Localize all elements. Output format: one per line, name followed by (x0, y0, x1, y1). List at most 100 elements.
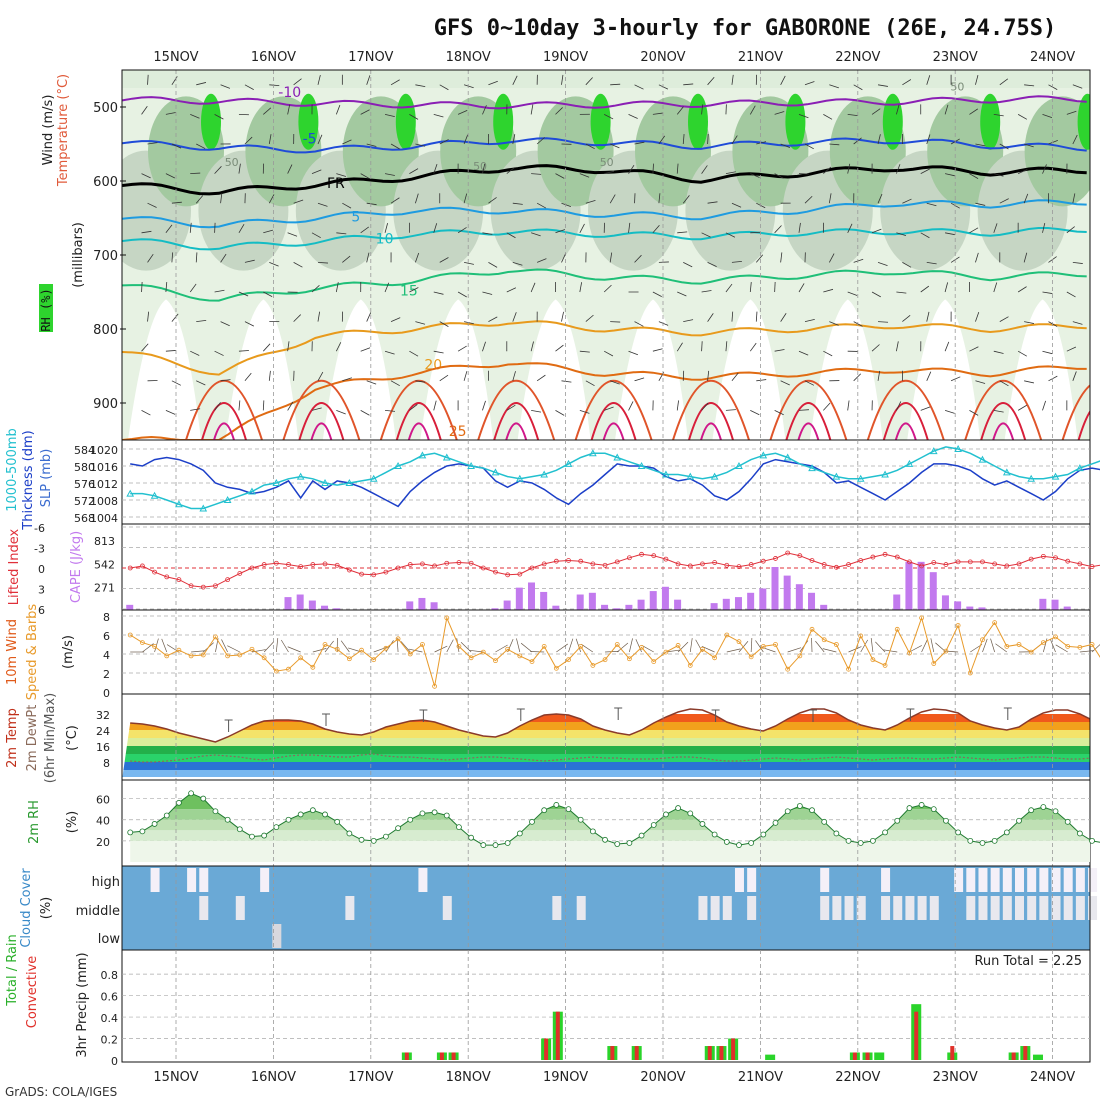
wind-barb (725, 171, 736, 174)
wind-speed-point (651, 659, 657, 664)
pressure-tick-label: 700 (93, 249, 118, 264)
temperature-contour (797, 422, 820, 440)
panel-axis-label: (millibars) (71, 222, 86, 288)
temperature-contour (282, 379, 361, 440)
wind-barb (999, 78, 1009, 86)
wind-barb (340, 640, 350, 653)
cape-tick-label: 271 (94, 582, 115, 595)
cloud-cell (929, 896, 939, 920)
wind-barb (774, 349, 785, 352)
wind-barb (731, 135, 738, 145)
wind-barb (512, 371, 516, 381)
bottom-date-axis: 15NOV 16NOV 17NOV 18NOV 19NOV 20NOV 21NOV 22NOV… (153, 1070, 1075, 1085)
rh-point (346, 830, 353, 837)
wind-speed-point (286, 666, 291, 672)
wind-barb (847, 223, 853, 233)
wind-barb (993, 223, 998, 233)
wind-barb (1024, 143, 1034, 148)
cape-bar (747, 592, 755, 610)
wind-barb (171, 252, 174, 263)
rh-point (285, 816, 292, 823)
temperature-2m-panel: 32 24 16 8 2m Temp 2m DewPt (6hr Min/Max) (°C) (5, 693, 1091, 783)
cape-bar (710, 603, 718, 610)
lifted-index-point (225, 577, 231, 583)
slp-point (954, 444, 962, 452)
wind-barb (506, 167, 515, 174)
wind-barb (930, 638, 935, 653)
lifted-index-point (164, 574, 170, 580)
wind-barb (725, 232, 736, 238)
rh-bands (130, 793, 1090, 862)
wind-barb (1042, 114, 1053, 118)
precip-convective-bar (1011, 1052, 1016, 1060)
cloud-cell (1051, 868, 1061, 892)
rh-point (139, 828, 146, 835)
lifted-index-point (578, 558, 584, 564)
wind-barb (439, 84, 449, 91)
date-label-top: 23NOV (933, 50, 978, 65)
cape-bar (503, 600, 511, 610)
precip-tick-label: 0.6 (101, 991, 119, 1004)
rh-region (122, 70, 1090, 88)
wind-barb (999, 198, 1009, 204)
lifted-index-tick-label: 3 (38, 584, 45, 597)
wind-barb (780, 75, 786, 85)
wind-barb (683, 83, 694, 86)
rh-point (297, 811, 304, 818)
wind-barb (244, 84, 254, 90)
pressure-tick-label: 900 (93, 397, 118, 412)
slp-point (199, 504, 208, 512)
wind-speed-point (590, 663, 596, 668)
wind-barb (293, 262, 303, 268)
wind-speed-point (773, 642, 778, 647)
temperature-contour (590, 402, 637, 440)
rh-point (395, 825, 401, 832)
panel-axis-label: 10m Wind (5, 619, 20, 685)
wind-speed-point (432, 683, 437, 689)
slp-tick-label: 1020 (90, 444, 118, 457)
wind-barb (342, 255, 351, 263)
cloud-cell (856, 896, 866, 920)
wind-barb (147, 74, 149, 85)
rh-point (930, 806, 937, 813)
wind-barb (701, 645, 715, 653)
wind-barb (896, 401, 902, 411)
wind-barb (1042, 400, 1047, 411)
date-label-top: 18NOV (446, 50, 491, 65)
wind-barb (822, 648, 837, 653)
wind-barb (926, 371, 932, 381)
wind-barb (439, 139, 449, 145)
wind-barb (579, 282, 583, 293)
rh-point (833, 830, 840, 837)
wind-barb (214, 166, 222, 174)
wind-barb (902, 198, 912, 204)
precip-convective-bar (950, 1046, 955, 1060)
cloud-cell (1002, 896, 1012, 920)
panel-axis-label: 1000-500mb (5, 428, 20, 512)
rh-point (809, 807, 815, 814)
date-label-bottom: 16NOV (251, 1070, 296, 1085)
wind-speed-point (566, 657, 571, 663)
thickness-tick-label: 576 (74, 478, 95, 491)
cape-tick-label: 542 (94, 558, 115, 571)
slp-point (321, 478, 329, 486)
lifted-index-point (639, 551, 644, 557)
wind-barb (390, 317, 401, 322)
precip-convective-bar (707, 1046, 712, 1060)
wind-barb (317, 134, 323, 145)
dry-column (322, 299, 396, 440)
lifted-index-tick-label: 6 (38, 604, 45, 617)
temperature-contour (298, 402, 345, 440)
wind-barb (804, 143, 814, 150)
temperature-contour (379, 379, 458, 440)
lifted-index-point (1077, 561, 1083, 567)
panel-axis-label: (6hr Min/Max) (43, 693, 58, 783)
slp-point (126, 489, 135, 497)
wind-barb (384, 350, 395, 355)
slp-point (369, 474, 378, 482)
contour-label: FR (327, 176, 345, 192)
temperature-line (130, 708, 1090, 743)
rh-point (760, 831, 767, 838)
wind-speed-point (395, 636, 401, 642)
wind-speed-point (176, 647, 182, 653)
